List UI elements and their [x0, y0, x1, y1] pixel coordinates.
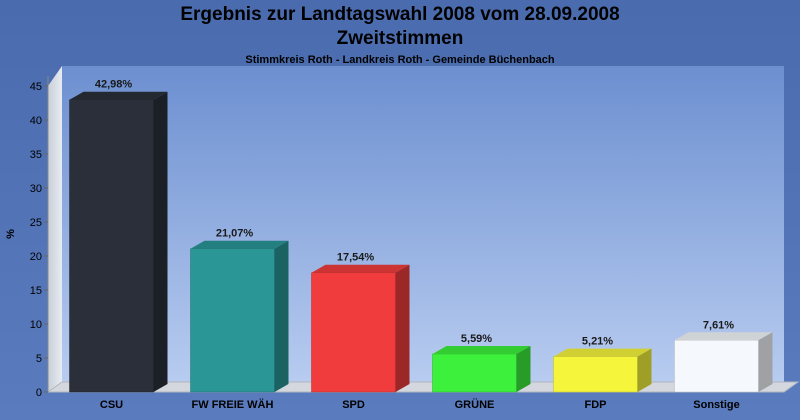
x-tick-label: GRÜNE [455, 398, 495, 411]
bar-fw-freie-wäh [190, 240, 289, 393]
data-label: 21,07% [216, 228, 254, 240]
y-tick-label: 30 [30, 183, 42, 195]
bar-front [674, 340, 759, 393]
y-tick-label: 25 [30, 217, 42, 229]
data-label: 7,61% [703, 319, 734, 331]
y-tick-label: 10 [30, 319, 42, 331]
bar-front [553, 356, 638, 393]
bar-side [758, 332, 773, 392]
y-tick-label: 40 [30, 115, 42, 127]
bar-side [637, 348, 652, 392]
bar-top [674, 332, 773, 341]
x-tick-label: CSU [100, 399, 123, 411]
bar-side [274, 240, 289, 392]
bar-front [311, 272, 396, 393]
x-tick-label: Sonstige [693, 399, 739, 411]
bar-top [432, 345, 531, 354]
y-tick-label: 0 [36, 387, 42, 399]
bar-top [553, 348, 652, 357]
bar-grüne [432, 345, 531, 393]
bar-front [69, 99, 154, 393]
chart-title-line2: Zweitstimmen [336, 28, 464, 49]
bar-side [516, 345, 531, 392]
plot-side-wall [48, 66, 62, 392]
bar-front [190, 248, 275, 393]
data-label: 5,21% [582, 336, 613, 348]
bar-side [153, 91, 168, 393]
bar-top [69, 91, 168, 100]
x-tick-label: SPD [342, 399, 365, 411]
bar-front [432, 353, 517, 393]
y-tick-label: 5 [36, 353, 42, 365]
bar-fdp [553, 348, 652, 393]
bar-csu [69, 91, 168, 393]
bar-top [190, 240, 289, 249]
chart-title: Ergebnis zur Landtagswahl 2008 vom 28.09… [180, 4, 620, 25]
bar-side [395, 264, 410, 392]
data-label: 42,98% [95, 79, 133, 91]
plot-back-wall [62, 66, 784, 382]
x-tick-label: FW FREIE WÄH [192, 398, 274, 411]
bar-top [311, 264, 410, 273]
x-tick-label: FDP [585, 399, 607, 411]
y-tick-label: 15 [30, 285, 42, 297]
bar-sonstige [674, 332, 773, 393]
bar-spd [311, 264, 410, 393]
data-label: 17,54% [337, 252, 375, 264]
chart-subtitle: Stimmkreis Roth - Landkreis Roth - Gemei… [245, 54, 555, 66]
data-label: 5,59% [461, 333, 492, 345]
y-tick-label: 20 [30, 251, 42, 263]
y-tick-label: 35 [30, 149, 42, 161]
y-tick-label: 45 [30, 81, 42, 93]
